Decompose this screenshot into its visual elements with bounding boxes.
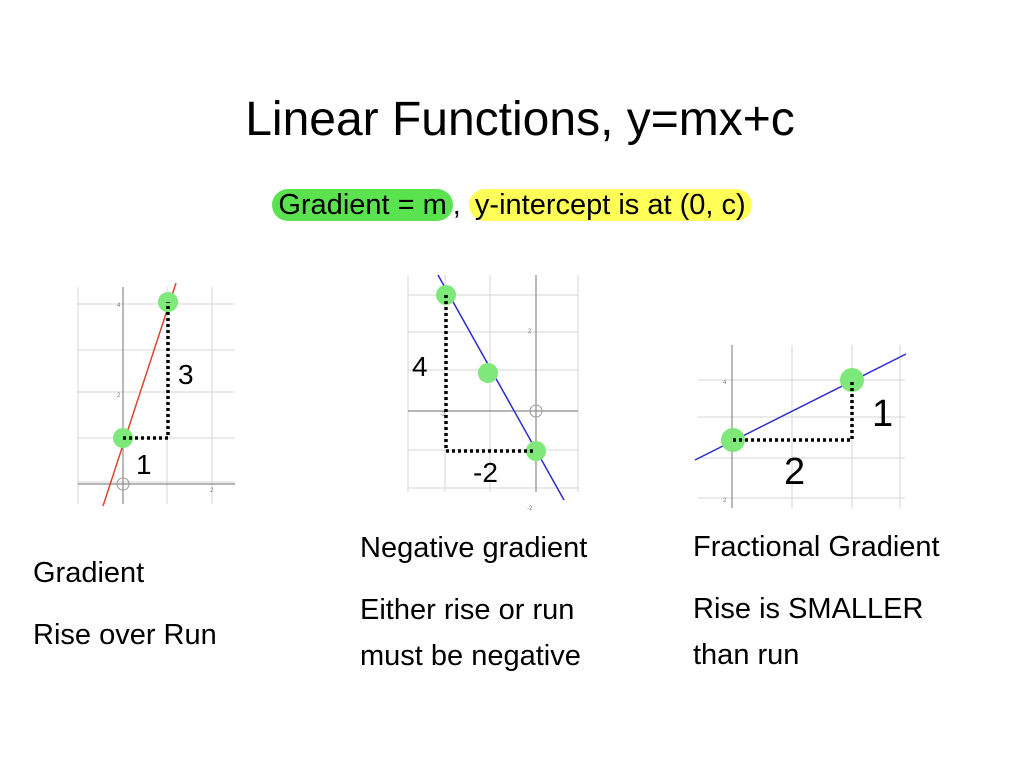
intercept-highlight: y-intercept is at (0, c) <box>468 189 752 221</box>
caption-text: than run <box>693 639 800 671</box>
rise-label: 3 <box>178 359 194 390</box>
run-label: -2 <box>473 457 498 488</box>
run-label: 1 <box>136 449 152 480</box>
tick-label: 4 <box>117 303 121 309</box>
fractional-gradient-caption: Fractional Gradient Rise is SMALLER than… <box>693 524 940 678</box>
rise-label: 1 <box>872 393 893 435</box>
caption-heading: Gradient <box>33 557 145 589</box>
grid <box>407 275 579 492</box>
tick-label: -2 <box>527 506 533 510</box>
gradient-caption: Gradient Rise over Run <box>33 550 217 658</box>
rise-run-guide <box>123 302 170 440</box>
rise-run-guide <box>733 380 854 442</box>
function-line <box>102 282 177 507</box>
origin-marker <box>116 477 130 491</box>
tick-label: -2 <box>440 412 446 418</box>
negative-gradient-caption: Negative gradient Either rise or run mus… <box>360 525 587 679</box>
caption-heading: Fractional Gradient <box>693 531 940 563</box>
point-marker <box>840 368 864 392</box>
fractional-gradient-graph: 4 2 1 2 <box>694 345 907 508</box>
function-line <box>437 274 565 501</box>
point-marker <box>526 441 546 461</box>
caption-text: Rise is SMALLER <box>693 593 924 625</box>
tick-label: 4 <box>723 380 727 386</box>
rise-run-guide <box>444 295 536 453</box>
grid <box>77 287 235 504</box>
point-marker <box>478 363 498 383</box>
slide-subtitle: Gradient = m, y-intercept is at (0, c) <box>0 186 1024 224</box>
caption-text: Rise over Run <box>33 619 217 651</box>
tick-label: 2 <box>210 488 214 494</box>
run-label: 2 <box>784 451 805 493</box>
subtitle-separator: , <box>452 189 461 221</box>
tick-label: 2 <box>117 393 121 399</box>
rise-label: 4 <box>412 351 428 382</box>
tick-label: 2 <box>528 329 532 335</box>
gradient-highlight: Gradient = m <box>272 189 453 221</box>
caption-heading: Negative gradient <box>360 532 588 564</box>
origin-marker <box>529 404 543 418</box>
gradient-graph: 4 2 2 3 1 <box>77 282 235 507</box>
caption-text: Either rise or run <box>360 594 575 626</box>
negative-gradient-graph: 2 -2 -2 4 -2 <box>407 274 579 510</box>
caption-text: must be negative <box>360 640 581 672</box>
axes <box>78 287 235 504</box>
slide-title: Linear Functions, y=mx+c <box>245 93 795 146</box>
tick-label: 2 <box>723 498 727 504</box>
